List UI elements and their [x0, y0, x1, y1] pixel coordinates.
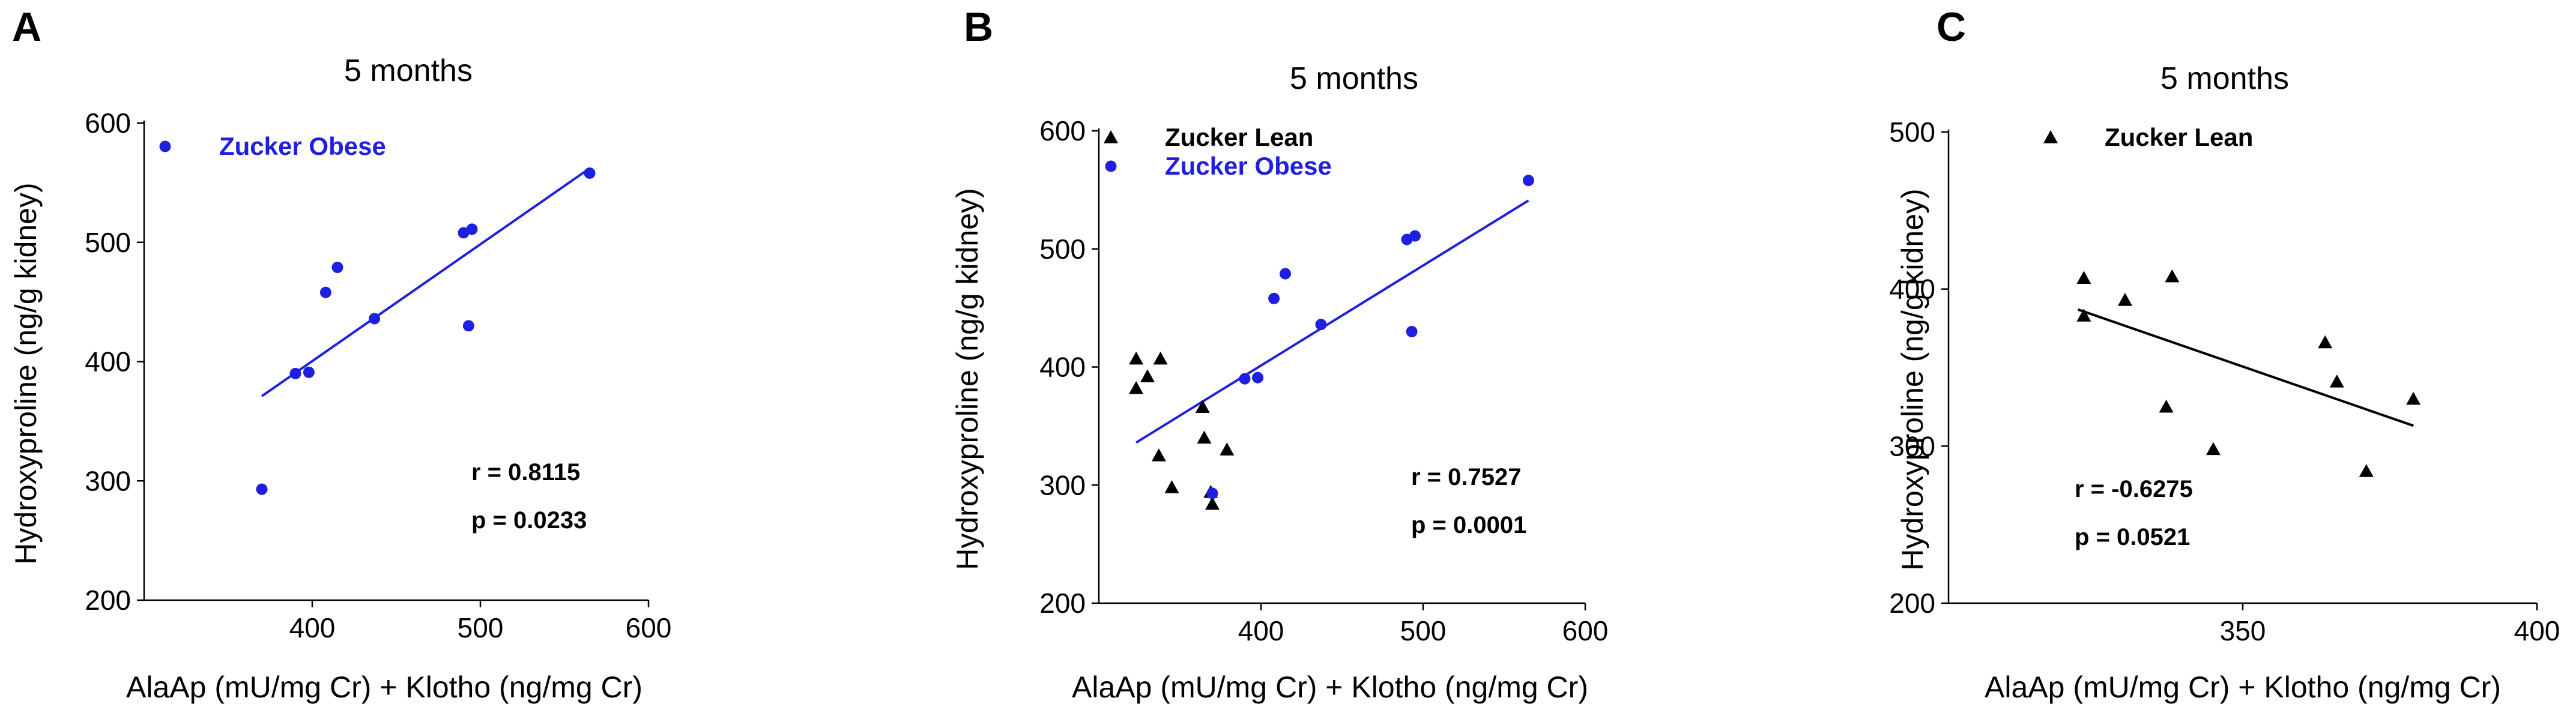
- panel-c: C 5 months 200 300 400 500 350 400 AlaAp (mU/mg …: [1889, 4, 2560, 704]
- y-axis-label: Hydroxyproline (ng/g kidney): [951, 188, 984, 570]
- p-value: p = 0.0233: [471, 507, 587, 534]
- y-tick-label: 600: [85, 107, 131, 139]
- y-tick-label: 500: [1889, 116, 1935, 148]
- legend-label: Zucker Obese: [1165, 152, 1332, 180]
- data-point: [256, 483, 268, 495]
- x-axis-label: AlaAp (mU/mg Cr) + Klotho (ng/mg Cr): [126, 670, 642, 704]
- data-point: [1409, 230, 1421, 242]
- regression-line: [261, 167, 591, 397]
- chart-title: 5 months: [2160, 61, 2289, 96]
- data-point: [303, 366, 315, 378]
- panel-b: B 5 months 200 300 400 500 600 400 500 600 AlaAp (…: [951, 4, 1608, 704]
- chart-title: 5 months: [1290, 61, 1418, 96]
- x-tick-label: 400: [289, 612, 336, 643]
- x-axis-label: AlaAp (mU/mg Cr) + Klotho (ng/mg Cr): [1072, 670, 1588, 704]
- y-tick-label: 500: [85, 227, 131, 258]
- x-tick-label: 400: [2514, 615, 2560, 646]
- x-tick-label: 500: [458, 612, 504, 643]
- data-point: [2406, 391, 2421, 405]
- y-tick-label: 400: [1889, 274, 1935, 305]
- x-tick-label: 350: [2220, 615, 2266, 646]
- legend-marker: [1105, 160, 1117, 172]
- x-tick-label: 400: [1238, 615, 1284, 646]
- y-tick-label: 300: [1039, 469, 1086, 501]
- data-point: [2076, 308, 2091, 322]
- chart-title: 5 months: [344, 53, 473, 88]
- data-point: [2165, 269, 2180, 283]
- data-point: [369, 313, 381, 325]
- data-point: [1205, 496, 1220, 510]
- data-point: [1164, 480, 1179, 493]
- data-point: [1280, 268, 1291, 280]
- data-point: [1129, 381, 1144, 394]
- data-point: [466, 223, 478, 235]
- data-point: [2206, 442, 2221, 456]
- x-tick-label: 500: [1400, 615, 1447, 646]
- data-point: [1151, 448, 1166, 462]
- y-tick-label: 200: [1889, 588, 1935, 619]
- panel-letter: B: [964, 4, 993, 50]
- x-axis-label: AlaAp (mU/mg Cr) + Klotho (ng/mg Cr): [1985, 670, 2501, 704]
- data-point: [2318, 335, 2333, 349]
- data-point: [584, 167, 596, 179]
- data-point: [1197, 430, 1212, 444]
- data-point: [1252, 372, 1264, 384]
- legend-marker: [159, 140, 171, 152]
- data-point: [2118, 292, 2132, 306]
- data-point: [1268, 292, 1280, 304]
- regression-line: [1135, 199, 1529, 444]
- y-tick-label: 300: [85, 465, 131, 496]
- data-point: [2159, 399, 2174, 413]
- data-point: [1523, 175, 1534, 187]
- y-tick-label: 500: [1039, 233, 1086, 265]
- legend-label: Zucker Obese: [219, 132, 386, 160]
- y-tick-label: 200: [85, 585, 131, 616]
- data-point: [289, 367, 301, 379]
- data-point: [2076, 271, 2091, 284]
- data-point: [2329, 375, 2344, 388]
- y-tick-label: 300: [1889, 430, 1935, 462]
- x-tick-label: 600: [1562, 615, 1609, 646]
- legend-marker: [2043, 130, 2058, 143]
- x-tick-label: 600: [626, 612, 672, 643]
- data-point: [1220, 442, 1235, 456]
- legend-label: Zucker Lean: [2105, 123, 2253, 151]
- data-point: [1206, 487, 1218, 499]
- data-point: [1129, 351, 1144, 365]
- y-tick-label: 400: [85, 346, 131, 378]
- data-point: [1406, 325, 1418, 337]
- y-axis-label: Hydroxyproline (ng/g kidney): [9, 182, 43, 564]
- data-point: [1239, 373, 1251, 385]
- y-tick-label: 600: [1039, 115, 1086, 146]
- data-point: [1153, 351, 1168, 365]
- p-value: p = 0.0001: [1411, 512, 1526, 538]
- panel-letter: C: [1937, 4, 1966, 50]
- data-point: [2359, 464, 2374, 477]
- data-point: [462, 320, 474, 332]
- legend-label: Zucker Lean: [1165, 123, 1313, 151]
- legend-marker: [1104, 130, 1118, 143]
- r-value: r = 0.7527: [1411, 464, 1522, 490]
- data-point: [1315, 319, 1327, 331]
- r-value: r = -0.6275: [2075, 476, 2193, 502]
- regression-line: [2077, 308, 2414, 427]
- r-value: r = 0.8115: [471, 459, 580, 486]
- data-point: [319, 286, 331, 298]
- y-axis-label: Hydroxyproline (ng/g kidney): [1896, 188, 1929, 570]
- data-point: [1140, 369, 1155, 382]
- panel-a: A 5 months 200 300 400 500 600 400 500 600 AlaAp (…: [9, 4, 671, 704]
- y-tick-label: 200: [1039, 588, 1086, 619]
- data-point: [1195, 400, 1210, 413]
- p-value: p = 0.0521: [2075, 524, 2190, 550]
- panel-letter: A: [12, 4, 41, 50]
- data-point: [331, 261, 343, 273]
- y-tick-label: 400: [1039, 352, 1086, 383]
